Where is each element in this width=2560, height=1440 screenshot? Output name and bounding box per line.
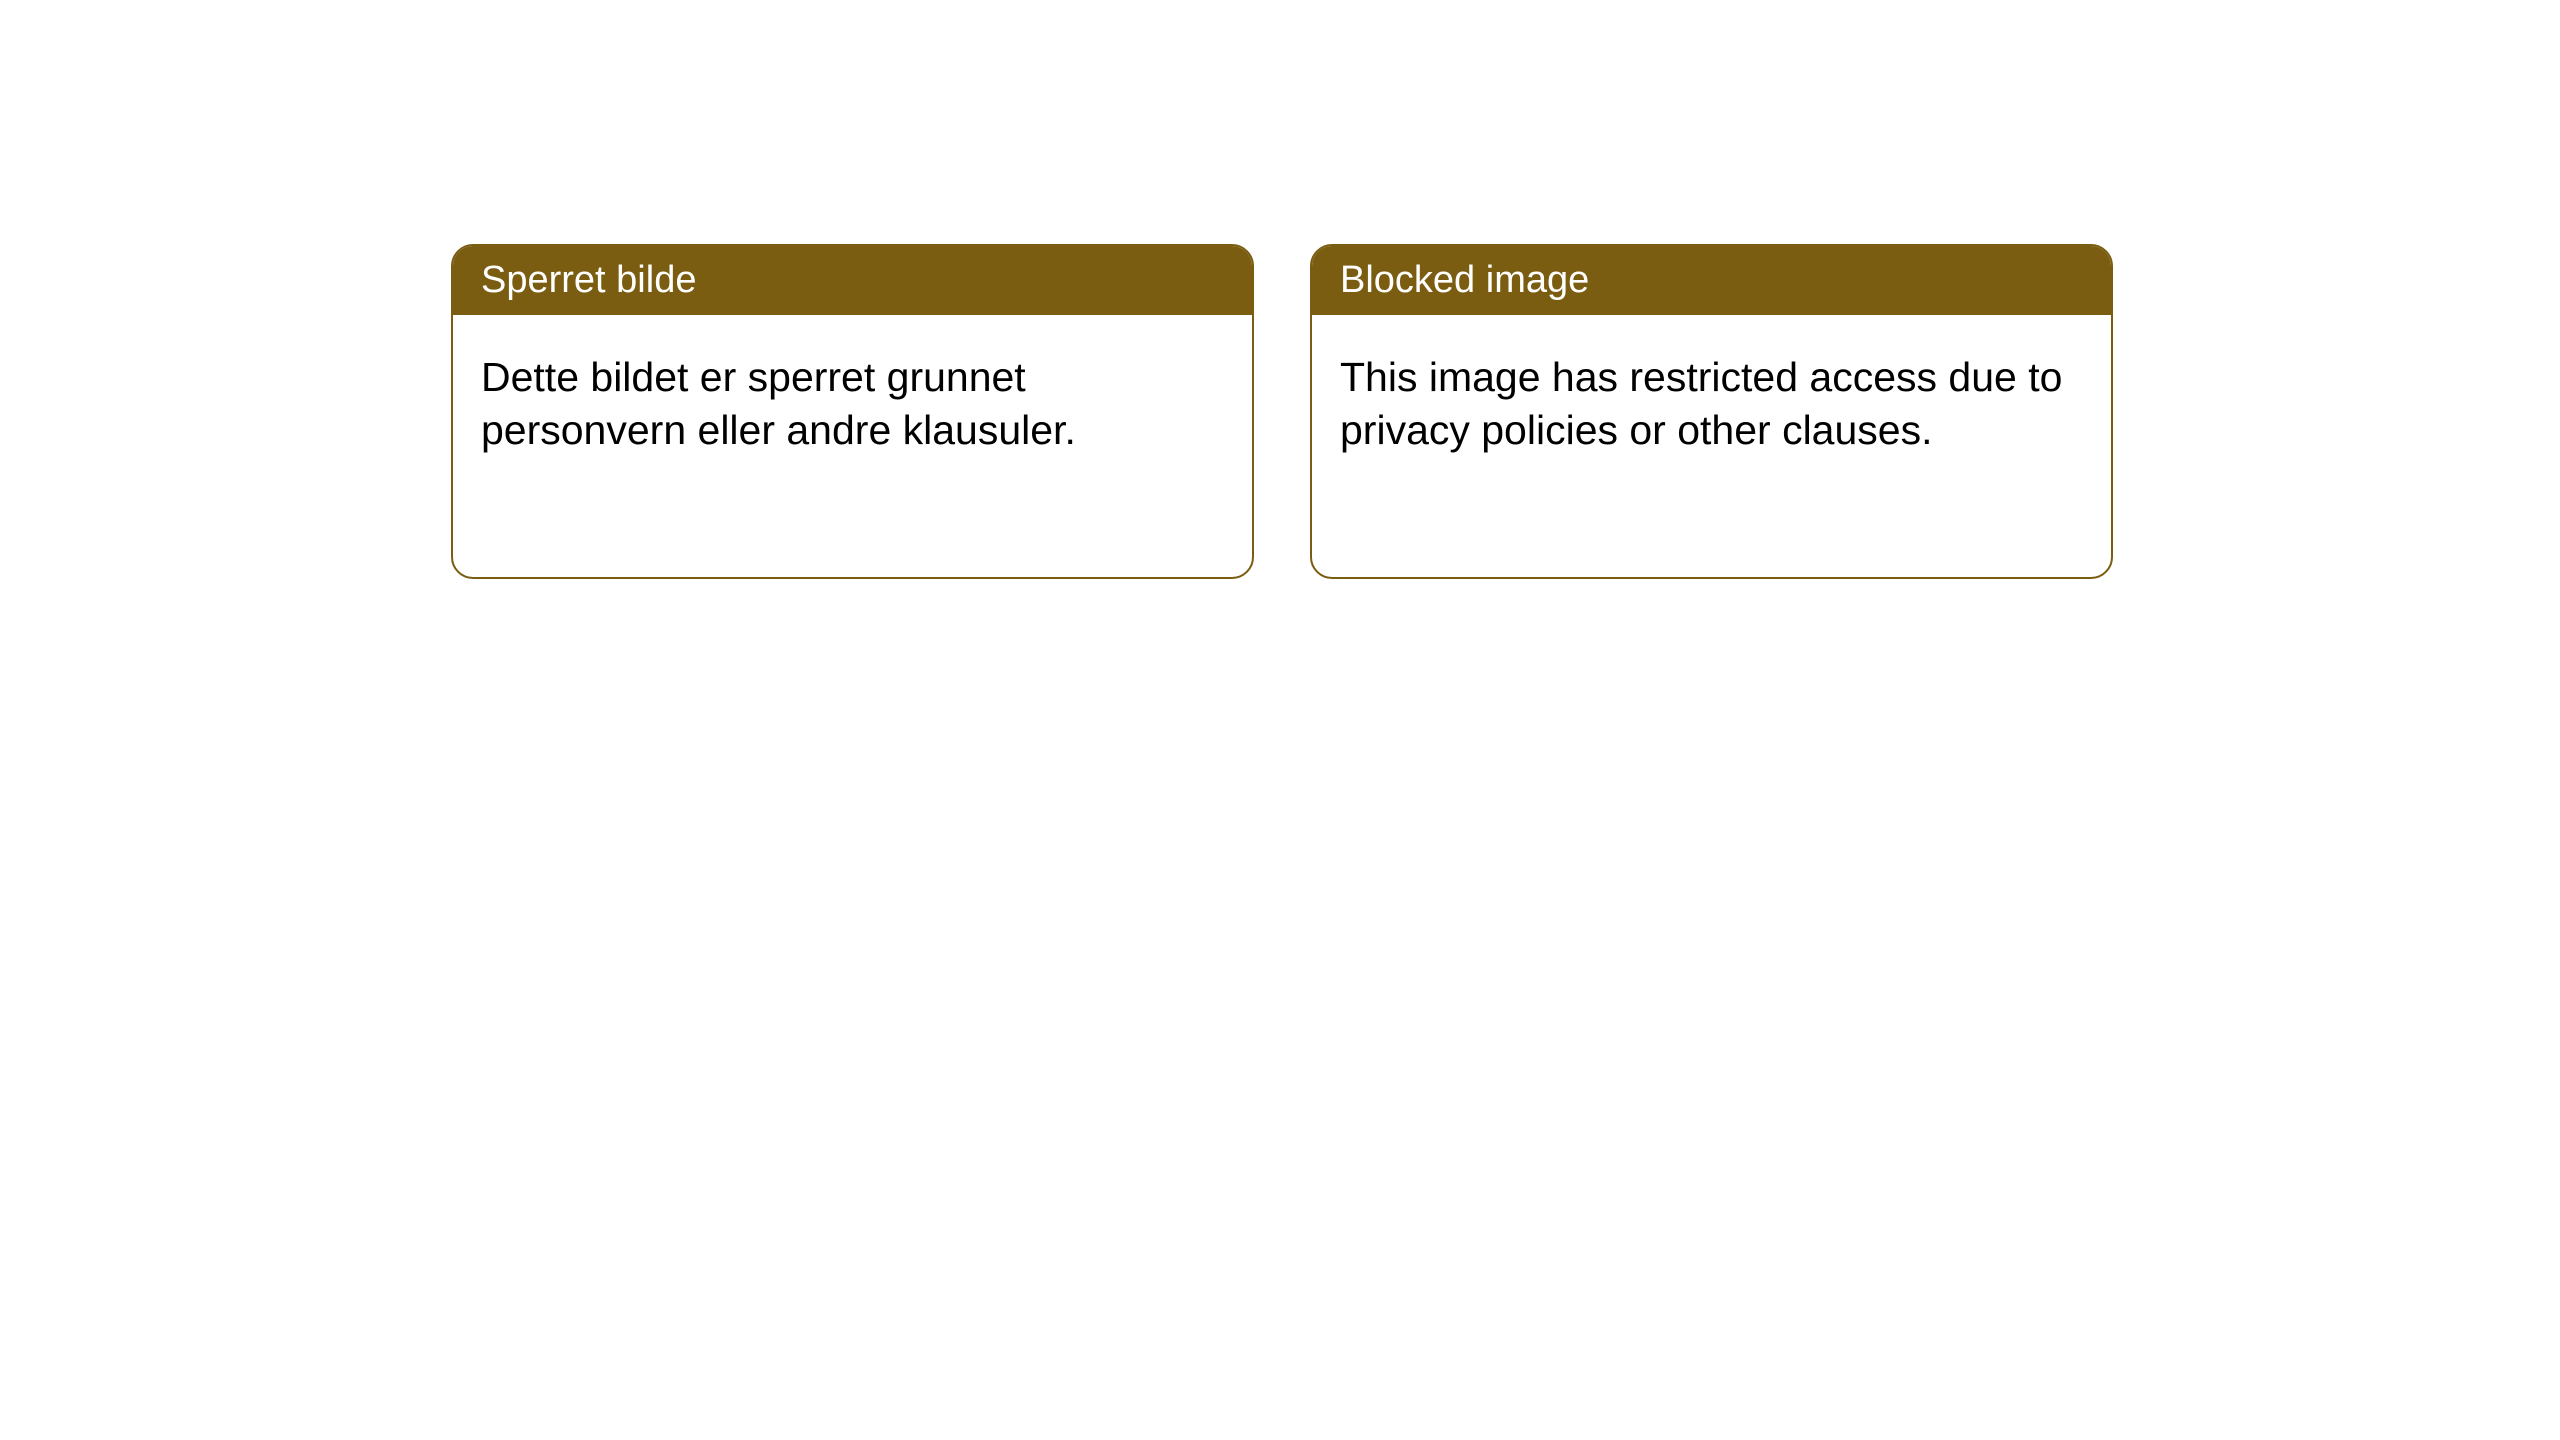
notice-header-english: Blocked image — [1312, 246, 2111, 315]
notice-body-english: This image has restricted access due to … — [1312, 315, 2111, 492]
notice-card-norwegian: Sperret bilde Dette bildet er sperret gr… — [451, 244, 1254, 579]
notice-header-norwegian: Sperret bilde — [453, 246, 1252, 315]
notice-message: This image has restricted access due to … — [1340, 354, 2062, 452]
notice-title: Blocked image — [1340, 259, 1589, 301]
notice-container: Sperret bilde Dette bildet er sperret gr… — [451, 244, 2113, 579]
notice-message: Dette bildet er sperret grunnet personve… — [481, 354, 1076, 452]
notice-body-norwegian: Dette bildet er sperret grunnet personve… — [453, 315, 1252, 492]
notice-title: Sperret bilde — [481, 259, 696, 301]
notice-card-english: Blocked image This image has restricted … — [1310, 244, 2113, 579]
